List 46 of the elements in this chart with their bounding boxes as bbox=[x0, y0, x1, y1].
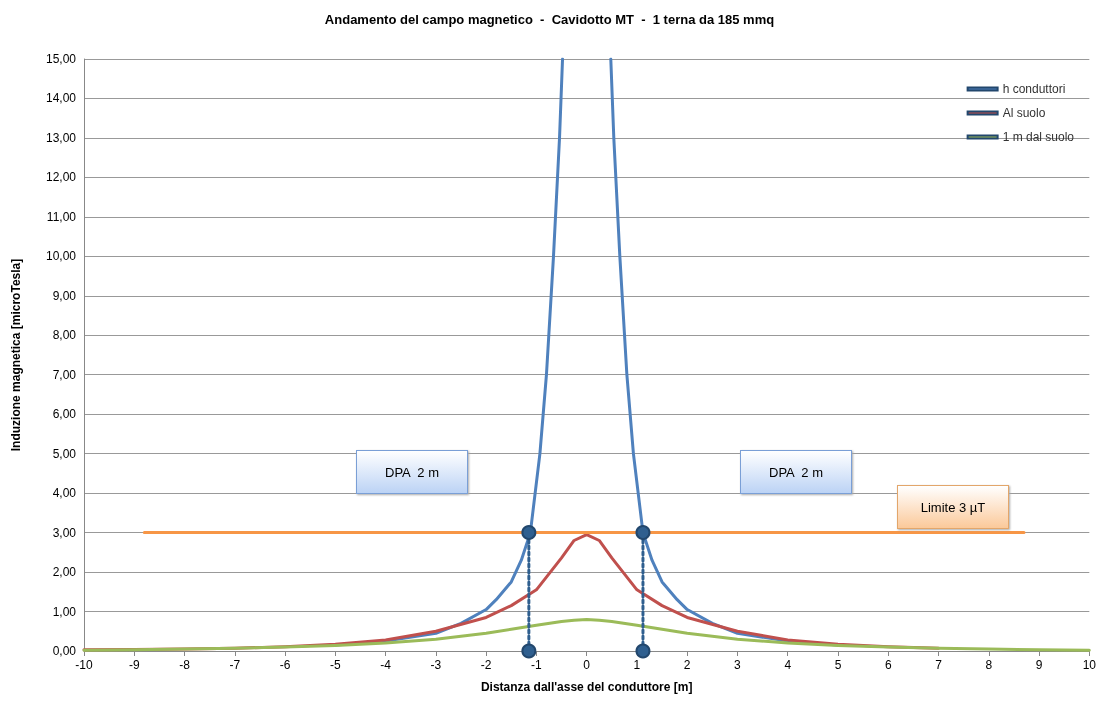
text-box: Limite 3 µT bbox=[897, 485, 1009, 529]
y-tick-label: 1,00 bbox=[52, 604, 77, 619]
y-tick-label: 6,00 bbox=[52, 407, 77, 422]
y-tick-label: 15,00 bbox=[45, 52, 77, 66]
y-tick-label: 9,00 bbox=[52, 288, 77, 303]
x-tick-label: -10 bbox=[75, 658, 93, 672]
x-tick-label: -4 bbox=[380, 658, 392, 672]
legend-label: h conduttori bbox=[1002, 82, 1066, 96]
y-tick-label: 10,00 bbox=[45, 249, 77, 264]
x-tick-label: -8 bbox=[179, 658, 191, 672]
x-tick-label: 9 bbox=[1035, 658, 1043, 672]
x-tick-label: 4 bbox=[784, 658, 792, 672]
x-tick-label: 0 bbox=[583, 658, 591, 672]
x-tick-label: -9 bbox=[128, 658, 140, 672]
text-box: DPA 2 m bbox=[356, 450, 468, 494]
text-box: DPA 2 m bbox=[740, 450, 852, 494]
x-axis-title: Distanza dall'asse del conduttore [m] bbox=[480, 680, 693, 694]
x-tick-label: 6 bbox=[884, 658, 892, 672]
y-tick-label: 0,00 bbox=[52, 644, 77, 658]
x-tick-label: 2 bbox=[683, 658, 691, 672]
x-tick-label: -2 bbox=[480, 658, 492, 672]
x-tick-label: 8 bbox=[985, 658, 993, 672]
y-tick-label: 8,00 bbox=[52, 328, 77, 343]
legend-label: Al suolo bbox=[1002, 106, 1046, 120]
x-tick-label: 3 bbox=[734, 658, 742, 672]
y-axis-title: Induzione magnetica [microTesla] bbox=[9, 258, 23, 452]
y-tick-label: 11,00 bbox=[46, 209, 77, 224]
x-tick-label: -3 bbox=[430, 658, 442, 672]
x-tick-label: -7 bbox=[229, 658, 241, 672]
y-tick-label: 13,00 bbox=[45, 130, 77, 145]
x-tick-label: -1 bbox=[531, 658, 543, 672]
y-tick-label: 4,00 bbox=[52, 486, 77, 501]
y-tick-label: 5,00 bbox=[52, 446, 77, 461]
chart-title: Andamento del campo magnetico - Cavidotto MT - 1 terna da 185 mmq bbox=[324, 12, 775, 27]
x-tick-label: -5 bbox=[330, 658, 341, 672]
x-tick-label: 5 bbox=[834, 658, 842, 672]
x-tick-label: 1 bbox=[633, 658, 641, 672]
y-tick-label: 2,00 bbox=[52, 565, 77, 580]
x-tick-label: 7 bbox=[935, 658, 943, 672]
legend-label: 1 m dal suolo bbox=[1002, 130, 1075, 144]
y-tick-label: 3,00 bbox=[52, 525, 77, 540]
x-tick-label: -6 bbox=[279, 658, 291, 672]
x-tick-label: 10 bbox=[1082, 658, 1097, 672]
y-tick-label: 12,00 bbox=[45, 170, 77, 185]
y-tick-label: 14,00 bbox=[45, 91, 77, 106]
y-tick-label: 7,00 bbox=[52, 367, 77, 382]
